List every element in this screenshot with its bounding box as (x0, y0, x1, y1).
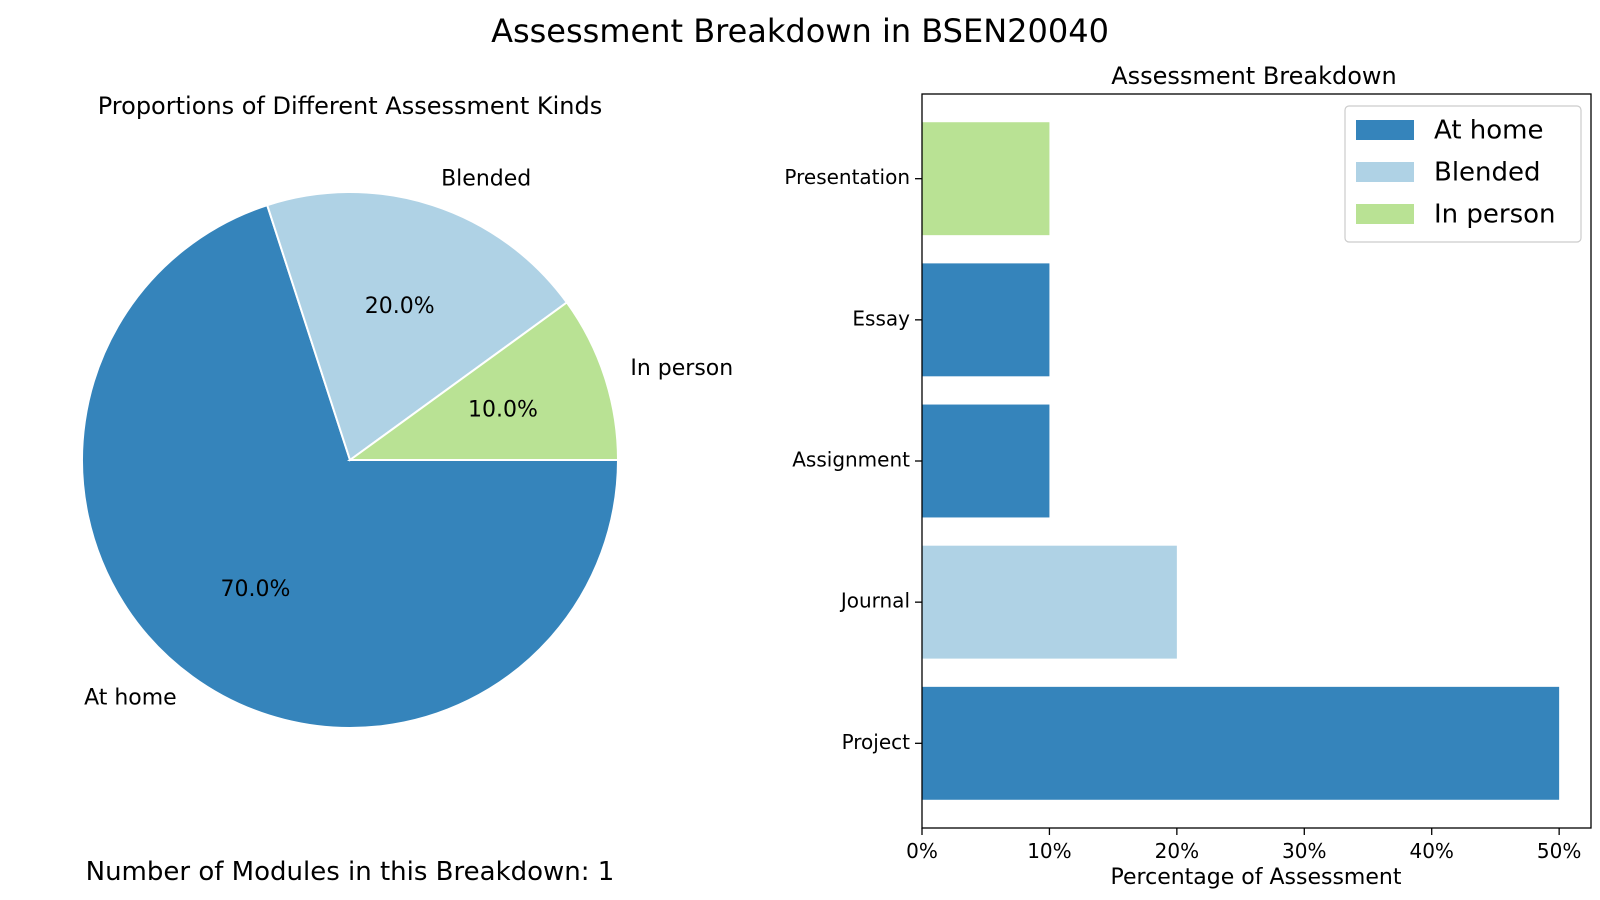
x-tick-label-50: 50% (1537, 839, 1581, 863)
x-tick-label-40: 40% (1409, 839, 1453, 863)
pie-slice-in-person (346, 301, 620, 461)
y-tick-label-project: Project (842, 730, 911, 754)
y-tick-label-presentation: Presentation (784, 165, 910, 189)
y-tick-label-assignment: Assignment (792, 448, 910, 472)
x-tick-label-10: 10% (1027, 839, 1071, 863)
bar-journal (922, 545, 1177, 659)
pie-labels: At home 70.0% Blended 20.0% In person 10.0% (84, 167, 733, 711)
y-tick-label-essay: Essay (852, 306, 910, 330)
pie-slice-blended (265, 191, 569, 462)
x-tick-label-30: 30% (1282, 839, 1326, 863)
bar-project (922, 686, 1560, 800)
x-tick-label-0: 0% (906, 839, 938, 863)
y-tick-label-journal: Journal (839, 589, 910, 613)
pie-label-at-home: At home (84, 685, 177, 710)
bar-essay (922, 263, 1050, 377)
bar-presentation (922, 122, 1050, 236)
x-ticks: 0% 10% 20% 30% 40% 50% (906, 828, 1581, 863)
legend-swatch-at-home (1356, 120, 1414, 140)
pie-slices (81, 191, 620, 729)
legend-label-blended: Blended (1434, 158, 1541, 188)
module-count-note: Number of Modules in this Breakdown: 1 (86, 857, 615, 887)
pie-slice-at-home (81, 203, 620, 729)
bars (922, 122, 1560, 800)
pie-percent-blended: 20.0% (365, 294, 435, 319)
legend-label-at-home: At home (1434, 116, 1544, 146)
legend-label-in-person: In person (1434, 200, 1556, 230)
legend-swatch-blended (1356, 162, 1414, 182)
legend-swatch-in-person (1356, 204, 1414, 224)
pie-label-in-person: In person (630, 356, 733, 381)
figure-title: Assessment Breakdown in BSEN20040 (491, 12, 1109, 50)
pie-chart: Proportions of Different Assessment Kind… (81, 92, 733, 729)
pie-percent-in-person: 10.0% (468, 397, 538, 422)
bar-chart: Assessment Breakdown Project Journal Assig… (784, 62, 1592, 890)
pie-label-blended: Blended (441, 167, 531, 192)
bar-assignment (922, 404, 1050, 518)
pie-title: Proportions of Different Assessment Kind… (98, 92, 602, 120)
x-axis-label: Percentage of Assessment (1111, 865, 1402, 890)
legend: At home Blended In person (1344, 105, 1582, 243)
x-tick-label-20: 20% (1155, 839, 1199, 863)
y-ticks: Project Journal Assignment Essay Presentatio… (784, 165, 922, 754)
bar-title: Assessment Breakdown (1111, 62, 1397, 90)
pie-percent-at-home: 70.0% (221, 577, 291, 602)
